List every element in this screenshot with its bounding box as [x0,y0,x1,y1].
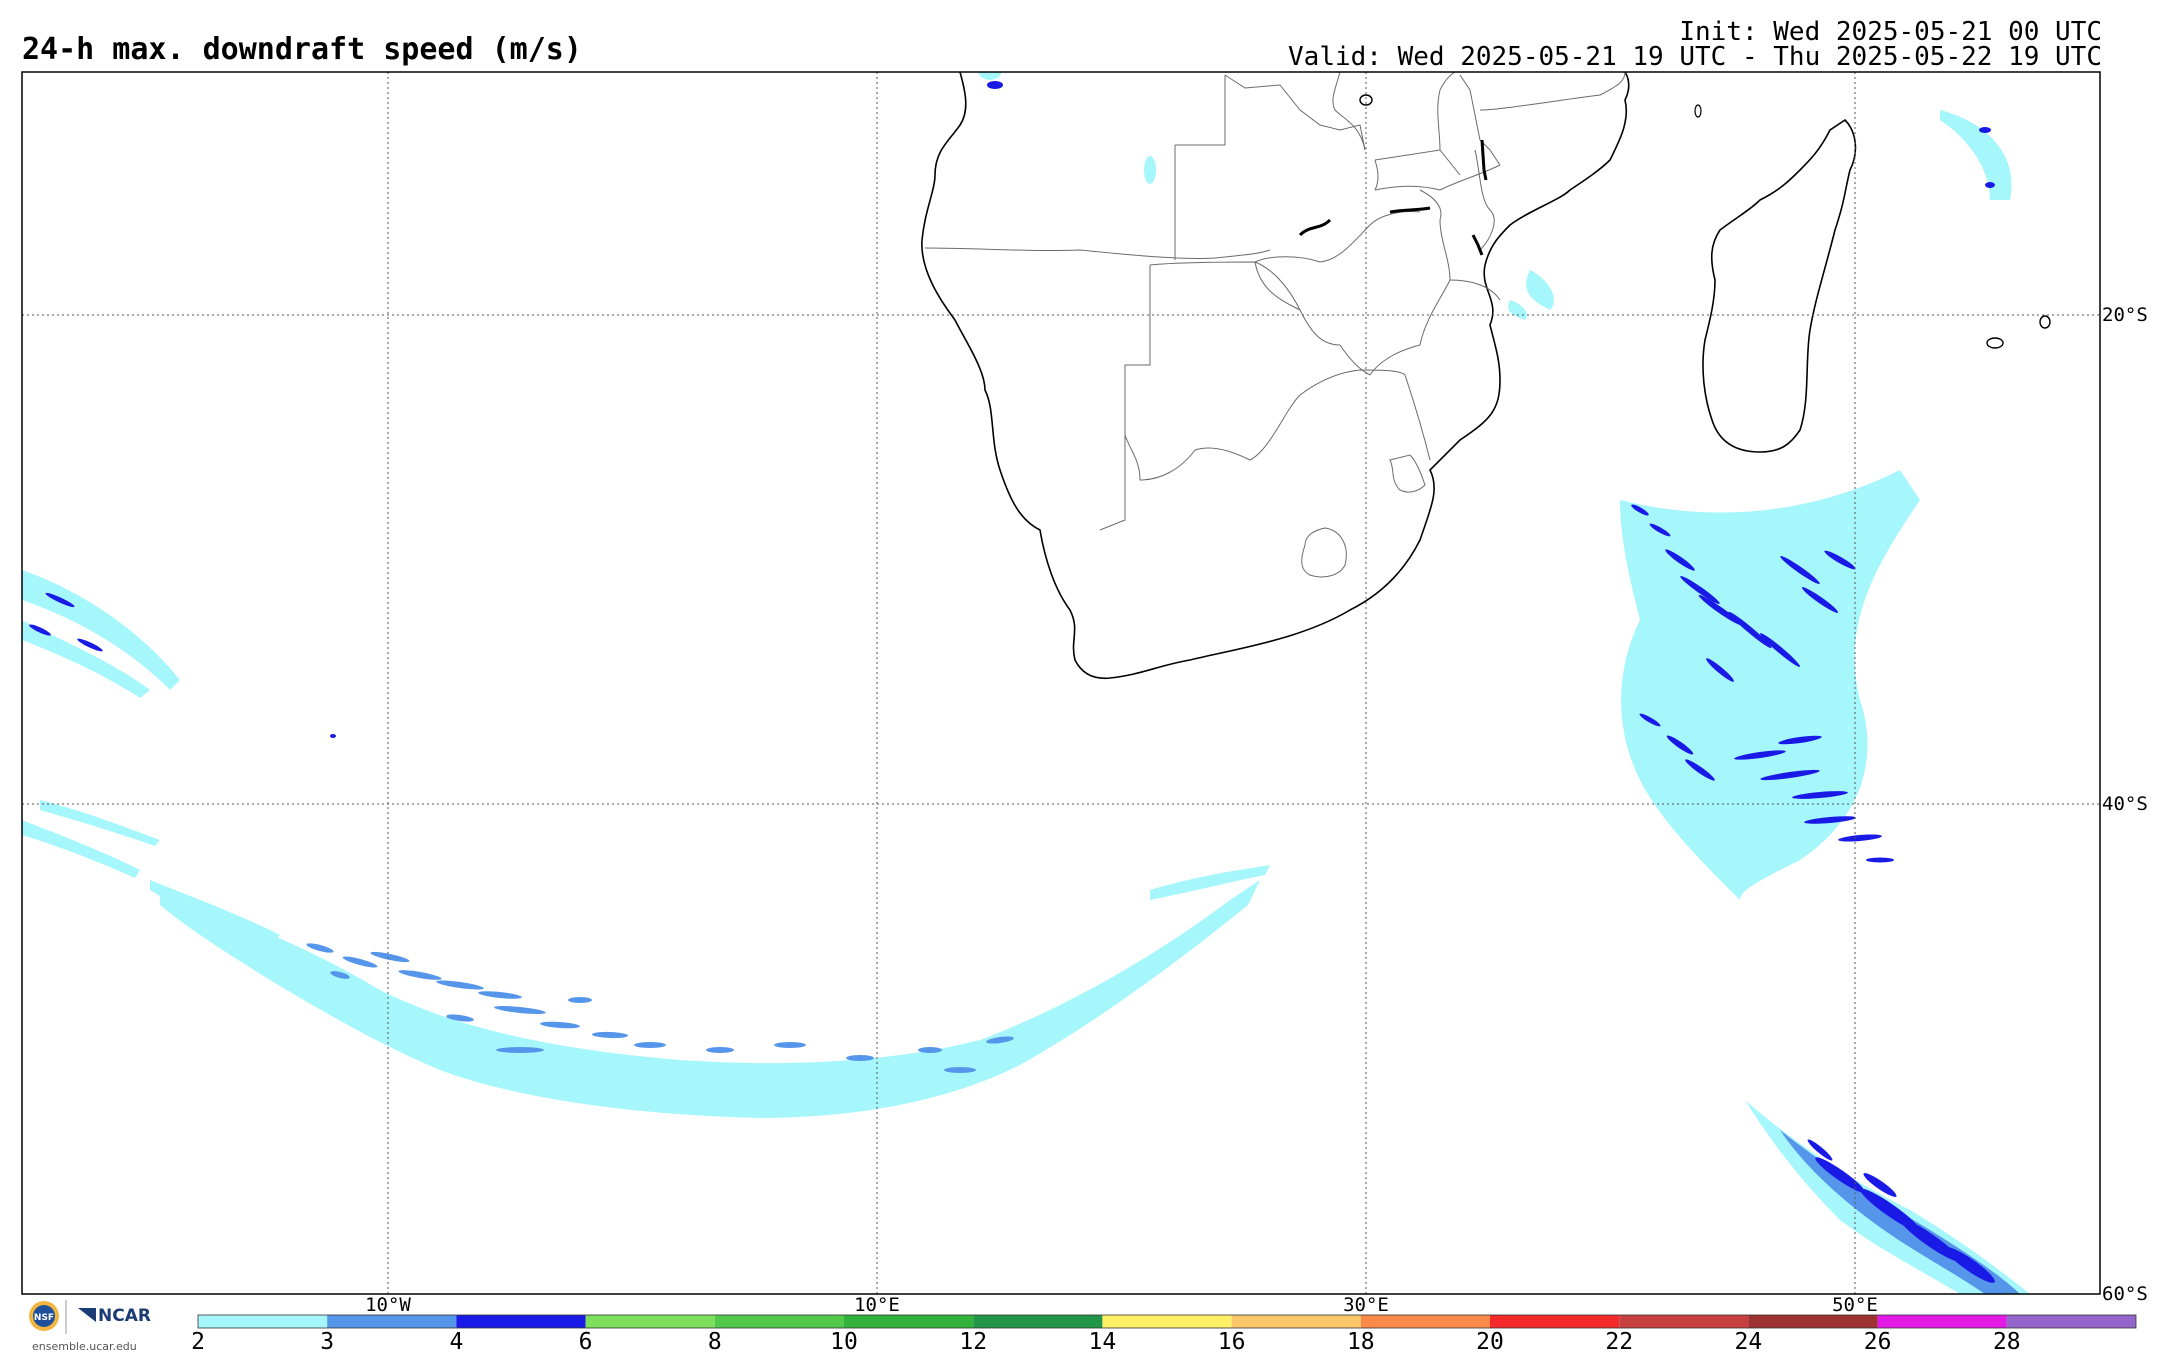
init-time: Init: Wed 2025-05-21 00 UTC [1679,17,2102,47]
colorbar-swatch [198,1315,328,1328]
lakes [1298,139,1488,256]
graticule [22,72,2100,1294]
colorbar-tick-label: 2 [191,1329,205,1354]
colorbar-tick-label: 8 [708,1329,722,1354]
ncar-logo-text: NCAR [98,1306,151,1326]
lat-label-40s: 40°S [2102,793,2148,815]
colorbar-swatch [2006,1315,2136,1328]
colorbar-tick-label: 20 [1476,1329,1504,1354]
colorbar-tick-label: 22 [1605,1329,1633,1354]
colorbar-swatch [844,1315,974,1328]
lon-label-10w: 10°W [365,1294,411,1316]
colorbar-tick-label: 3 [320,1329,334,1354]
country-borders [924,72,1626,578]
island-comoros [1694,104,1702,118]
colorbar-swatch [1360,1315,1490,1328]
colorbar: 2 3 4 6 8 10 12 14 16 18 20 22 24 26 28 [191,1314,2137,1354]
logo-url: ensemble.ucar.edu [32,1340,137,1353]
colorbar-tick-label: 28 [1993,1329,2021,1354]
lon-label-50e: 50°E [1832,1294,1878,1316]
colorbar-tick-label: 14 [1089,1329,1117,1354]
nsf-logo-text: NSF [34,1313,54,1323]
downdraft-west-edge [22,570,180,878]
island-reunion [2039,315,2051,329]
colorbar-swatch [973,1315,1103,1328]
lon-label-30e: 30°E [1343,1294,1389,1316]
colorbar-tick-label: 6 [579,1329,593,1354]
map-title: 24-h max. downdraft speed (m/s) [22,32,582,67]
lake-mark [1359,94,1373,106]
downdraft-arc-southwest [150,865,1270,1118]
colorbar-swatch [585,1315,715,1328]
island-mauritius [1986,337,2004,349]
lon-label-10e: 10°E [854,1294,900,1316]
colorbar-tick-label: 26 [1864,1329,1892,1354]
colorbar-swatch [1102,1315,1232,1328]
ncar-logo-icon [78,1308,96,1322]
colorbar-tick-label: 18 [1347,1329,1375,1354]
nsf-logo-icon: NSF [29,1301,59,1331]
colorbar-swatch [1877,1315,2007,1328]
colorbar-swatch [456,1315,586,1328]
downdraft-southeast-band [1745,1100,2030,1294]
lat-label-60s: 60°S [2102,1283,2148,1305]
colorbar-swatch [327,1315,457,1328]
colorbar-tick-label: 10 [830,1329,858,1354]
madagascar-outline [1702,118,1857,453]
colorbar-tick-label: 12 [959,1329,987,1354]
colorbar-tick-label: 16 [1218,1329,1246,1354]
colorbar-swatch [1619,1315,1749,1328]
colorbar-swatch [1748,1315,1878,1328]
downdraft-east-cluster [1620,470,1920,900]
map-frame [21,71,2101,1295]
coastline [921,72,1630,680]
lat-label-20s: 20°S [2102,304,2148,326]
colorbar-swatch [1231,1315,1361,1328]
colorbar-swatch [714,1315,844,1328]
downdraft-dark-patches [330,81,1995,738]
colorbar-border [197,1314,2137,1329]
valid-time: Valid: Wed 2025-05-21 19 UTC - Thu 2025-… [1288,42,2102,72]
colorbar-swatch [1490,1315,1620,1328]
colorbar-tick-label: 24 [1735,1329,1763,1354]
colorbar-tick-label: 4 [449,1329,463,1354]
time-info: Init: Wed 2025-05-21 00 UTC Valid: Wed 2… [1288,17,2102,72]
